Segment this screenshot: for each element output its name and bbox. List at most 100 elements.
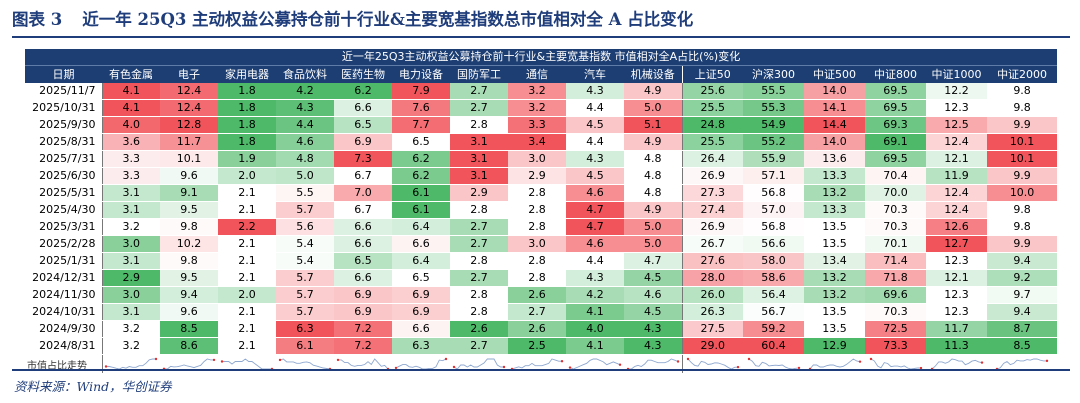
value-cell: 2.7 (508, 303, 566, 321)
column-header-2: 家用电器 (218, 65, 276, 83)
value-cell: 2.0 (218, 286, 276, 304)
value-cell: 11.3 (926, 337, 987, 355)
sparkline-start-marker (336, 358, 340, 362)
value-cell: 25.5 (681, 133, 743, 151)
value-cell: 4.7 (566, 218, 624, 236)
value-cell: 70.3 (865, 303, 926, 321)
value-cell: 2.1 (218, 201, 276, 219)
value-cell: 2.1 (218, 303, 276, 321)
value-cell: 4.5 (624, 303, 682, 321)
value-cell: 2.1 (218, 269, 276, 287)
value-cell: 27.4 (681, 201, 743, 219)
value-cell: 69.5 (865, 150, 926, 168)
value-cell: 9.8 (987, 99, 1058, 117)
value-cell: 6.2 (392, 167, 450, 185)
sparkline-chart (869, 357, 922, 370)
value-cell: 4.2 (566, 286, 624, 304)
value-cell: 4.6 (566, 184, 624, 202)
value-cell: 6.1 (276, 337, 334, 355)
value-cell: 2.8 (508, 201, 566, 219)
value-cell: 12.4 (160, 99, 218, 117)
column-header-8: 汽车 (566, 65, 624, 83)
value-cell: 9.4 (987, 303, 1058, 321)
value-cell: 3.2 (102, 218, 160, 236)
value-cell: 55.2 (743, 133, 804, 151)
table-title: 近一年25Q3主动权益公募持仓前十行业&主要宽基指数 市值相对全A占比(%)变化 (25, 49, 1058, 66)
value-cell: 12.3 (926, 286, 987, 304)
value-cell: 3.1 (450, 150, 508, 168)
sparkline-cell (102, 354, 160, 373)
table-row: 2025/3/31 3.2 9.8 2.2 5.6 6.6 6.4 2.7 2.8 4.7 5.0 2… (25, 218, 1058, 236)
column-header-9: 机械设备 (624, 65, 682, 83)
value-cell: 3.2 (508, 83, 566, 100)
table-row: 2024/9/30 3.2 8.5 2.1 6.3 7.2 6.6 2.6 2.6 4.0 4.3 2… (25, 320, 1058, 338)
value-cell: 2.7 (450, 337, 508, 355)
value-cell: 4.3 (276, 99, 334, 117)
value-cell: 3.3 (102, 167, 160, 185)
value-cell: 14.1 (804, 99, 865, 117)
sparkline-cell (624, 354, 682, 373)
value-cell: 4.5 (566, 167, 624, 185)
value-cell: 4.9 (624, 133, 682, 151)
value-cell: 6.4 (392, 252, 450, 270)
value-cell: 4.0 (566, 320, 624, 338)
value-cell: 73.3 (865, 337, 926, 355)
value-cell: 6.9 (334, 133, 392, 151)
value-cell: 4.1 (102, 83, 160, 100)
value-cell: 55.9 (743, 150, 804, 168)
sparkline-line (279, 358, 331, 370)
value-cell: 70.4 (865, 167, 926, 185)
value-cell: 2.7 (450, 218, 508, 236)
value-cell: 56.8 (743, 184, 804, 202)
value-cell: 59.2 (743, 320, 804, 338)
value-cell: 3.3 (102, 150, 160, 168)
sparkline-end-marker (858, 360, 861, 363)
value-cell: 12.4 (926, 201, 987, 219)
sparkline-end-marker (155, 357, 158, 361)
value-cell: 4.6 (276, 133, 334, 151)
value-cell: 9.8 (987, 218, 1058, 236)
value-cell: 12.1 (926, 269, 987, 287)
value-cell: 6.7 (334, 167, 392, 185)
date-column-header: 日期 (25, 65, 102, 83)
sparkline-start-marker (394, 366, 398, 370)
sparkline-end-marker (502, 365, 506, 369)
value-cell: 9.5 (160, 269, 218, 287)
value-cell: 9.6 (160, 303, 218, 321)
value-cell: 11.9 (926, 167, 987, 185)
sparkline-start-marker (686, 357, 689, 361)
value-cell: 12.3 (926, 303, 987, 321)
value-cell: 3.1 (102, 252, 160, 270)
row-date: 2025/4/30 (25, 201, 103, 219)
value-cell: 4.8 (624, 167, 682, 185)
value-cell: 5.6 (276, 218, 334, 236)
value-cell: 2.7 (450, 99, 508, 117)
value-cell: 6.9 (334, 286, 392, 304)
sparkline-chart (568, 358, 622, 370)
row-date: 2024/10/31 (25, 303, 103, 321)
column-header-4: 医药生物 (334, 65, 392, 83)
value-cell: 4.4 (566, 252, 624, 270)
value-cell: 7.6 (392, 99, 450, 117)
value-cell: 69.5 (865, 83, 926, 100)
column-header-10: 上证50 (681, 65, 743, 83)
value-cell: 12.8 (160, 116, 218, 134)
value-cell: 13.2 (804, 269, 865, 287)
sparkline-start-marker (105, 365, 108, 368)
value-cell: 13.4 (804, 252, 865, 270)
value-cell: 9.8 (160, 218, 218, 236)
value-cell: 9.1 (160, 184, 218, 202)
value-cell: 12.6 (926, 218, 987, 236)
value-cell: 69.5 (865, 99, 926, 117)
table-row: 2024/12/31 2.9 9.5 2.1 5.7 6.6 6.5 2.7 2.8 4.3 4.5… (25, 269, 1058, 287)
value-cell: 4.2 (276, 83, 334, 100)
value-cell: 6.6 (392, 320, 450, 338)
sparkline-end-marker (560, 360, 564, 363)
table-row: 2025/8/31 3.6 11.7 1.8 4.6 6.9 6.5 3.1 3.4 4.4 4.9… (25, 133, 1058, 151)
sparkline-start-marker (452, 365, 456, 369)
sparkline-line (453, 358, 504, 370)
value-cell: 4.0 (102, 116, 160, 134)
value-cell: 9.6 (160, 167, 218, 185)
value-cell: 12.3 (926, 252, 987, 270)
row-date: 2025/7/31 (25, 150, 103, 168)
